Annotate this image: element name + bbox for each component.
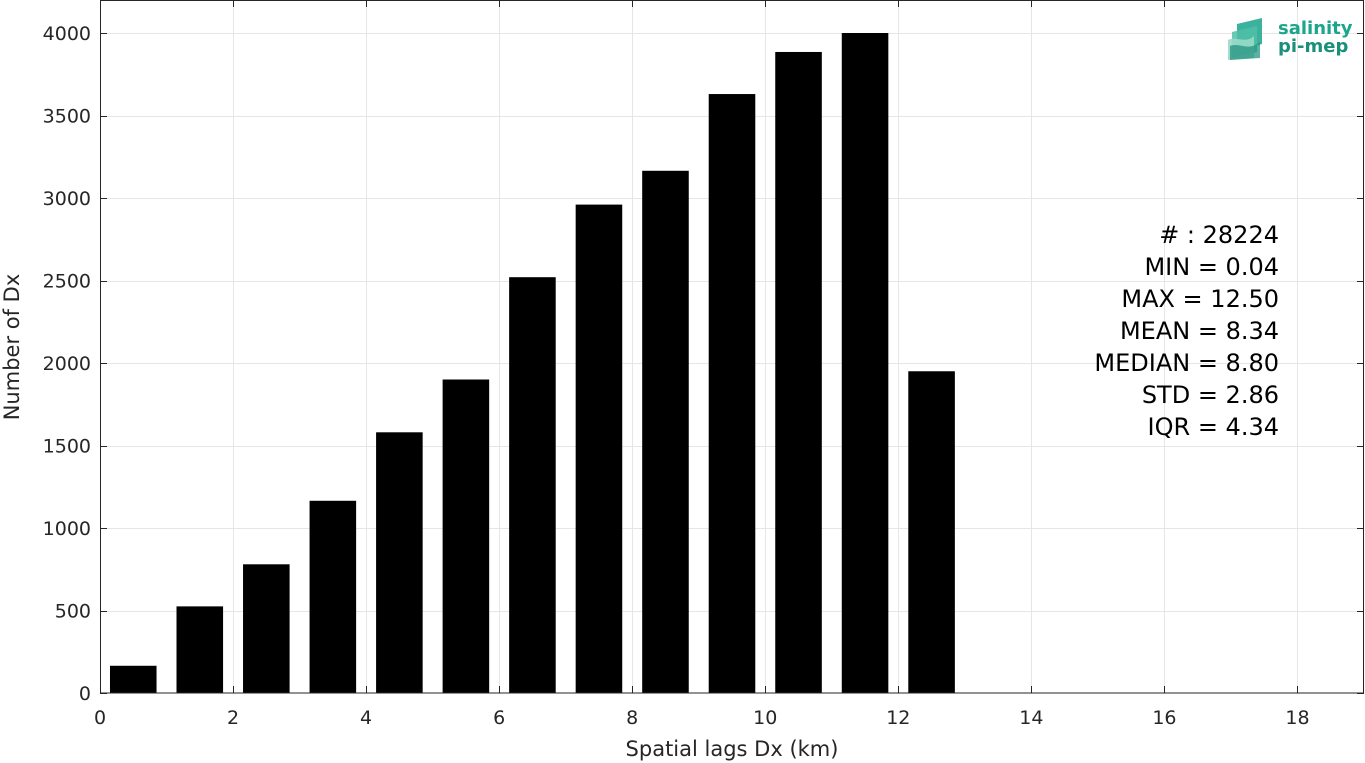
- y-tick-label: 1000: [43, 518, 91, 540]
- stat-line: MEDIAN = 8.80: [1094, 349, 1279, 377]
- x-tick-label: 6: [493, 707, 505, 729]
- x-tick-label: 18: [1285, 707, 1309, 729]
- stat-line: MIN = 0.04: [1144, 253, 1279, 281]
- x-tick-label: 14: [1019, 707, 1043, 729]
- stat-line: # : 28224: [1159, 221, 1279, 249]
- stat-line: IQR = 4.34: [1148, 413, 1279, 441]
- waves-icon: [1228, 18, 1262, 60]
- bar: [509, 277, 556, 693]
- bar: [908, 371, 955, 693]
- x-tick-label: 12: [886, 707, 910, 729]
- bar: [642, 170, 689, 693]
- bar: [575, 204, 623, 693]
- stat-line: STD = 2.86: [1142, 381, 1279, 409]
- x-tick-label: 10: [753, 707, 777, 729]
- statistics-box: # : 28224 MIN = 0.04 MAX = 12.50 MEAN = 8.3…: [1094, 221, 1279, 441]
- bar: [442, 379, 490, 693]
- bar: [376, 432, 423, 693]
- y-tick-label: 0: [79, 683, 91, 705]
- bar: [176, 606, 224, 693]
- x-tick-label: 4: [360, 707, 372, 729]
- x-tick-label: 8: [626, 707, 638, 729]
- stat-line: MAX = 12.50: [1121, 285, 1279, 313]
- x-axis-ticks: 0 2 4 6 8 10 12 14 16 18: [94, 0, 1310, 729]
- bars: [109, 33, 955, 694]
- y-tick-label: 2000: [43, 353, 91, 375]
- bar: [309, 500, 357, 693]
- bar: [243, 564, 290, 693]
- y-tick-label: 500: [55, 601, 91, 623]
- x-tick-label: 0: [94, 707, 106, 729]
- salinity-pi-mep-logo: salinity pi-mep: [1228, 18, 1353, 60]
- bar: [775, 51, 822, 694]
- x-axis-label: Spatial lags Dx (km): [626, 737, 839, 761]
- logo-line-2: pi-mep: [1278, 36, 1348, 57]
- logo-line-1: salinity: [1278, 18, 1353, 39]
- bar: [109, 665, 157, 693]
- x-tick-label: 16: [1152, 707, 1176, 729]
- plot-frame: [100, 0, 1364, 694]
- stat-line: MEAN = 8.34: [1120, 317, 1279, 345]
- y-tick-label: 4000: [43, 23, 91, 45]
- bar: [708, 94, 756, 694]
- y-tick-label: 3000: [43, 188, 91, 210]
- y-tick-label: 1500: [43, 436, 91, 458]
- y-axis-ticks: 0 500 1000 1500 2000 2500 3000 3500 4000: [43, 23, 1364, 705]
- x-tick-label: 2: [227, 707, 239, 729]
- y-tick-label: 3500: [43, 106, 91, 128]
- y-axis-label: Number of Dx: [0, 274, 24, 421]
- bar: [841, 33, 889, 693]
- y-tick-label: 2500: [43, 271, 91, 293]
